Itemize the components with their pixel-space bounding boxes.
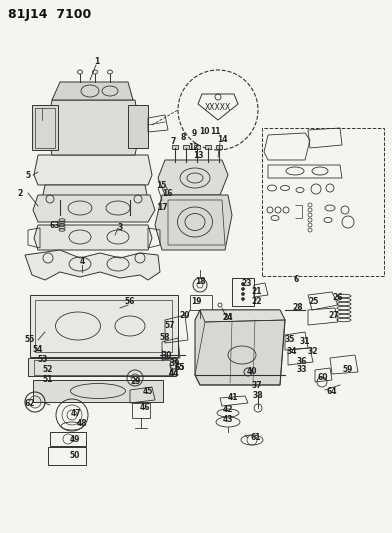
Bar — [48, 447, 86, 465]
Text: 11: 11 — [210, 126, 220, 135]
Text: 49: 49 — [70, 435, 80, 445]
Text: 6: 6 — [293, 276, 299, 285]
Polygon shape — [34, 225, 152, 250]
Text: 81J14  7100: 81J14 7100 — [8, 8, 91, 21]
Text: 47: 47 — [71, 408, 81, 417]
Text: 65: 65 — [175, 362, 185, 372]
Polygon shape — [33, 195, 155, 222]
Bar — [28, 358, 176, 376]
Text: 3: 3 — [117, 223, 123, 232]
Text: 13: 13 — [193, 150, 203, 159]
Text: 10: 10 — [199, 126, 209, 135]
Polygon shape — [200, 310, 285, 322]
Bar — [205, 145, 211, 149]
Text: 57: 57 — [165, 320, 175, 329]
Text: 25: 25 — [309, 297, 319, 306]
Text: 29: 29 — [131, 377, 141, 386]
Text: 5: 5 — [25, 171, 31, 180]
Text: 24: 24 — [223, 313, 233, 322]
Text: 37: 37 — [252, 381, 262, 390]
Text: 18: 18 — [195, 278, 205, 287]
Bar — [183, 145, 189, 149]
Text: 15: 15 — [156, 181, 166, 190]
Text: 59: 59 — [343, 366, 353, 375]
Text: 2: 2 — [17, 189, 23, 198]
Text: 44: 44 — [169, 369, 179, 378]
Text: 27: 27 — [328, 311, 339, 320]
Text: 30: 30 — [162, 351, 172, 360]
Text: 54: 54 — [33, 345, 43, 354]
Text: 56: 56 — [125, 297, 135, 306]
Polygon shape — [195, 310, 285, 385]
Polygon shape — [155, 195, 232, 250]
Text: 39: 39 — [170, 359, 180, 368]
Text: 24: 24 — [223, 313, 233, 322]
Text: 42: 42 — [223, 406, 233, 415]
Text: 38: 38 — [253, 391, 263, 400]
Polygon shape — [42, 185, 148, 210]
Polygon shape — [25, 250, 160, 280]
Polygon shape — [32, 105, 58, 150]
Circle shape — [241, 287, 245, 290]
Text: 65: 65 — [175, 362, 185, 372]
Text: 46: 46 — [140, 402, 150, 411]
Text: 50: 50 — [70, 450, 80, 459]
Text: 53: 53 — [38, 356, 48, 365]
Text: 41: 41 — [228, 393, 238, 402]
Text: 55: 55 — [25, 335, 35, 344]
Text: 19: 19 — [191, 297, 201, 306]
Text: 4: 4 — [79, 257, 85, 266]
Text: 9: 9 — [191, 130, 197, 139]
Text: 40: 40 — [247, 367, 257, 376]
Text: 34: 34 — [287, 348, 297, 357]
Text: 61: 61 — [251, 432, 261, 441]
Text: 45: 45 — [143, 387, 153, 397]
Bar — [232, 278, 254, 306]
Bar — [33, 380, 163, 402]
Text: 17: 17 — [157, 204, 167, 213]
Bar — [30, 295, 178, 357]
Text: 60: 60 — [318, 374, 328, 383]
Text: 33: 33 — [297, 366, 307, 375]
Text: 8: 8 — [180, 133, 186, 141]
Text: 64: 64 — [327, 387, 337, 397]
Text: 23: 23 — [242, 279, 252, 287]
Text: 1: 1 — [94, 58, 100, 67]
Bar — [194, 145, 200, 149]
Text: 51: 51 — [43, 376, 53, 384]
Circle shape — [241, 282, 245, 286]
Text: 26: 26 — [333, 294, 343, 303]
Text: 43: 43 — [223, 416, 233, 424]
Polygon shape — [52, 82, 133, 100]
Bar — [172, 145, 178, 149]
Text: 28: 28 — [293, 303, 303, 312]
Text: 63: 63 — [50, 221, 60, 230]
Text: 16: 16 — [162, 190, 172, 198]
Text: 35: 35 — [285, 335, 295, 344]
Polygon shape — [128, 105, 148, 148]
Polygon shape — [47, 100, 140, 155]
Circle shape — [241, 293, 245, 295]
Text: 44: 44 — [169, 369, 179, 378]
Text: 22: 22 — [252, 297, 262, 306]
Text: 21: 21 — [252, 287, 262, 296]
Text: 36: 36 — [297, 358, 307, 367]
Text: XXXXX: XXXXX — [205, 102, 231, 111]
Text: 48: 48 — [77, 419, 87, 429]
Text: 12: 12 — [188, 143, 198, 152]
Text: 7: 7 — [170, 136, 176, 146]
Text: 32: 32 — [308, 348, 318, 357]
Bar — [216, 145, 222, 149]
Bar — [50, 432, 86, 446]
Text: 14: 14 — [217, 135, 227, 144]
Polygon shape — [158, 160, 228, 195]
Text: 62: 62 — [25, 399, 35, 408]
Text: 52: 52 — [43, 366, 53, 375]
Bar — [262, 128, 384, 276]
Polygon shape — [34, 155, 152, 185]
Text: 58: 58 — [160, 333, 170, 342]
Text: 31: 31 — [300, 337, 310, 346]
Text: 20: 20 — [180, 311, 190, 319]
Circle shape — [241, 297, 245, 301]
